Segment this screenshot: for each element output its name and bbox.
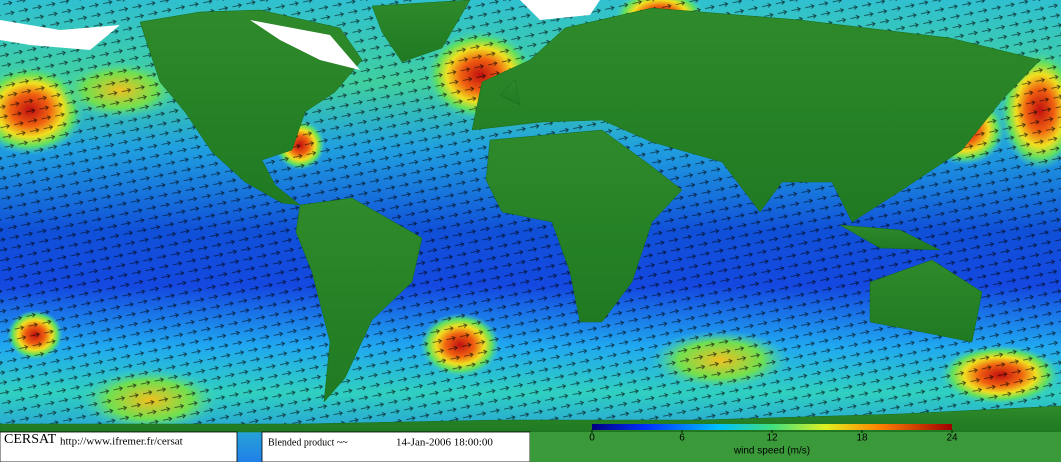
colorbar-tick-label: 12 bbox=[766, 433, 778, 444]
footer-box bbox=[0, 431, 238, 462]
footer-land bbox=[530, 432, 1061, 462]
ice bbox=[0, 0, 600, 70]
colorbar-tick-label: 24 bbox=[946, 433, 958, 444]
colorbar-tick-label: 18 bbox=[856, 433, 868, 444]
date: 14-Jan-2006 18:00:00 bbox=[396, 437, 493, 449]
product: Blended product ~~ bbox=[268, 437, 348, 448]
continents bbox=[0, 0, 1061, 433]
colorbar-tick-label: 6 bbox=[679, 433, 685, 444]
footer-box bbox=[261, 431, 531, 462]
colorbar bbox=[592, 424, 952, 430]
logo: CERSAT bbox=[4, 432, 57, 447]
url: http://www.ifremer.fr/cersat bbox=[60, 436, 183, 448]
colorbar-label: wind speed (m/s) bbox=[733, 446, 810, 457]
colorbar-tick-label: 0 bbox=[589, 433, 595, 444]
